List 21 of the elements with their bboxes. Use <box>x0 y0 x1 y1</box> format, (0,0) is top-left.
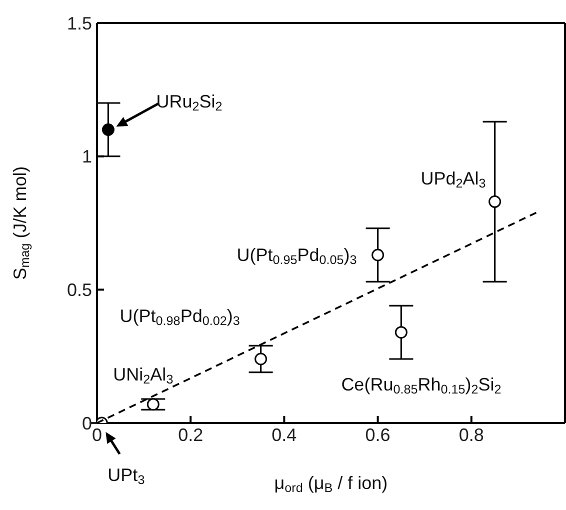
annotation: U(Pt$_{0.95}$Pd$_{0.05}$)$_{3}$ <box>236 245 357 268</box>
x-tick-label: 0.6 <box>365 424 390 445</box>
x-tick-label: 0.2 <box>178 424 204 445</box>
point <box>102 123 114 136</box>
annotation: UPd$_{2}$Al$_{3}$ <box>420 168 486 191</box>
point <box>394 326 408 339</box>
annotation: UPt$_{3}$ <box>108 465 145 488</box>
point <box>146 398 160 411</box>
point <box>372 248 384 262</box>
point <box>254 352 268 366</box>
point <box>488 195 502 208</box>
x-axis-title: μ$_{ord}$ (μ$_{B}$ / f ion) <box>274 473 388 496</box>
annotation: Ce(Ru$_{0.85}$Rh$_{0.15}$)$_{2}$Si$_{2}$ <box>341 374 502 397</box>
y-tick-label: 1.5 <box>66 13 92 34</box>
annotation: URu$_{2}$Si$_{2}$ <box>156 92 222 114</box>
annotation: U(Pt$_{0.98}$Pd$_{0.02}$)$_{3}$ <box>120 306 240 328</box>
annotation: UNi$_{2}$Al$_{3}$ <box>113 364 174 387</box>
y-tick-label: 1 <box>82 146 92 167</box>
x-tick-label: 0.4 <box>272 424 297 445</box>
x-tick-label: 0.8 <box>458 424 484 445</box>
y-tick-label: 0.5 <box>66 280 92 300</box>
